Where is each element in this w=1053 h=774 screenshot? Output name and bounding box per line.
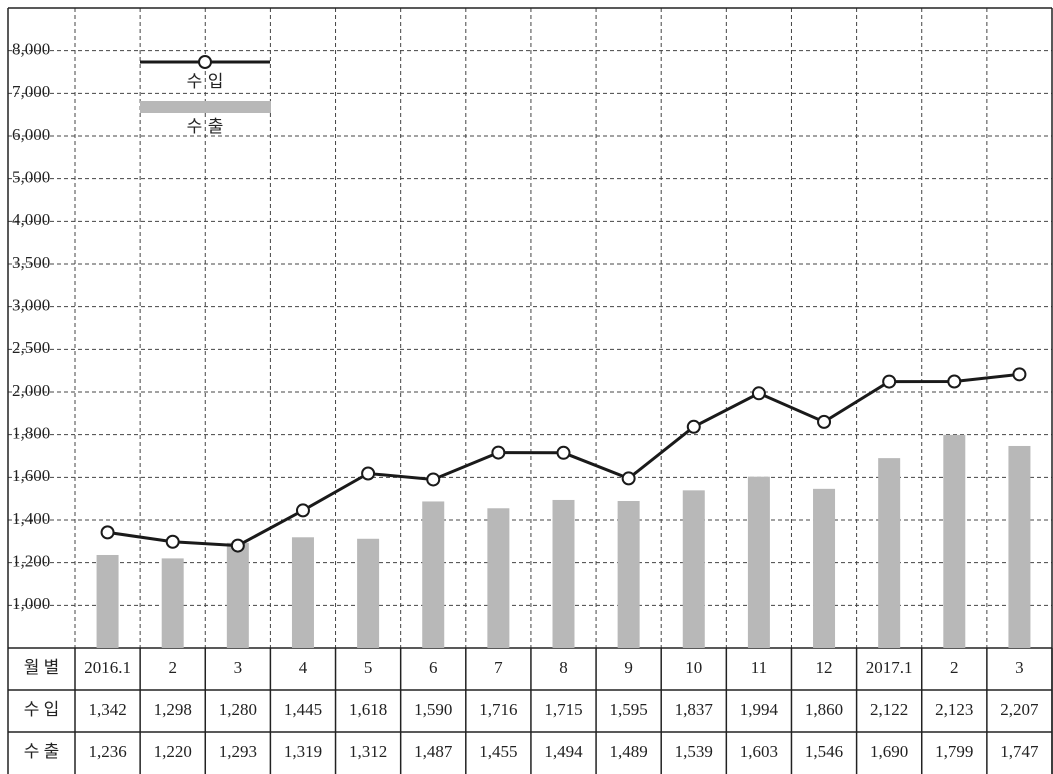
table-value: 1,546	[805, 742, 843, 761]
y-tick-label: 7,000	[12, 82, 50, 101]
x-tick-label: 6	[429, 658, 438, 677]
x-tick-label: 2016.1	[84, 658, 131, 677]
table-value: 1,603	[740, 742, 778, 761]
line-point	[230, 538, 245, 553]
bar	[1008, 445, 1031, 648]
bar	[617, 501, 640, 648]
table-value: 1,298	[154, 700, 192, 719]
line-point	[947, 374, 962, 389]
y-tick-label: 2,000	[12, 381, 50, 400]
line-point	[491, 445, 506, 460]
y-tick-label: 4,000	[12, 210, 50, 229]
table-value: 1,590	[414, 700, 452, 719]
table-value: 1,837	[675, 700, 714, 719]
table-value: 1,994	[740, 700, 779, 719]
bar	[552, 499, 575, 648]
table-value: 1,747	[1000, 742, 1039, 761]
line-point	[361, 466, 376, 481]
y-tick-label: 3,000	[12, 296, 50, 315]
bar	[878, 458, 901, 648]
bar	[682, 490, 705, 648]
x-tick-label: 11	[751, 658, 767, 677]
line-point	[556, 445, 571, 460]
table-value: 1,487	[414, 742, 453, 761]
bar	[487, 508, 510, 648]
y-tick-label: 3,500	[12, 253, 50, 272]
table-value: 1,445	[284, 700, 322, 719]
bar	[357, 538, 380, 648]
table-value: 1,312	[349, 742, 387, 761]
x-tick-label: 8	[559, 658, 568, 677]
line-point	[751, 386, 766, 401]
table-value: 1,319	[284, 742, 322, 761]
y-tick-label: 8,000	[12, 40, 50, 59]
y-tick-label: 1,400	[12, 509, 50, 528]
table-value: 1,716	[479, 700, 517, 719]
row-header: 월 별	[24, 658, 60, 677]
line-point	[165, 534, 180, 549]
y-tick-label: 1,600	[12, 466, 50, 485]
y-tick-label: 5,000	[12, 168, 50, 187]
x-tick-label: 4	[299, 658, 308, 677]
x-tick-label: 7	[494, 658, 503, 677]
table-value: 1,860	[805, 700, 843, 719]
table-value: 2,207	[1000, 700, 1039, 719]
bar	[422, 501, 445, 648]
line-point	[882, 374, 897, 389]
y-tick-label: 6,000	[12, 125, 50, 144]
bar	[813, 488, 836, 648]
table-value: 1,690	[870, 742, 908, 761]
x-tick-label: 5	[364, 658, 373, 677]
table-value: 1,539	[675, 742, 713, 761]
line-point	[686, 419, 701, 434]
table-value: 1,715	[544, 700, 582, 719]
table-value: 1,799	[935, 742, 973, 761]
table-value: 2,122	[870, 700, 908, 719]
legend-label: 수 입	[187, 72, 224, 92]
x-tick-label: 2	[950, 658, 959, 677]
table-value: 1,236	[88, 742, 126, 761]
bar	[943, 434, 966, 648]
table-value: 2,123	[935, 700, 973, 719]
x-tick-label: 2017.1	[866, 658, 913, 677]
x-tick-label: 12	[816, 658, 833, 677]
y-tick-label: 1,000	[12, 594, 50, 613]
table-value: 1,342	[88, 700, 126, 719]
x-tick-label: 10	[685, 658, 702, 677]
bar	[161, 558, 184, 648]
line-point	[621, 471, 636, 486]
table-value: 1,618	[349, 700, 387, 719]
table-value: 1,455	[479, 742, 517, 761]
line-point	[295, 503, 310, 518]
x-tick-label: 9	[624, 658, 633, 677]
x-tick-label: 2	[168, 658, 177, 677]
y-tick-label: 2,500	[12, 338, 50, 357]
table-value: 1,220	[154, 742, 192, 761]
y-tick-label: 1,800	[12, 424, 50, 443]
table-value: 1,489	[610, 742, 648, 761]
bar	[747, 476, 770, 648]
line-point	[100, 525, 115, 540]
row-header: 수 출	[24, 742, 60, 761]
table-value: 1,280	[219, 700, 257, 719]
y-tick-label: 1,200	[12, 552, 50, 571]
line-point	[426, 472, 441, 487]
x-tick-label: 3	[1015, 658, 1024, 677]
table-value: 1,595	[610, 700, 648, 719]
bar	[291, 537, 314, 648]
bar	[96, 554, 119, 648]
legend-swatch	[140, 101, 271, 113]
table-value: 1,293	[219, 742, 257, 761]
legend-label: 수 출	[187, 117, 224, 137]
legend-point	[198, 55, 212, 69]
row-header: 수 입	[24, 700, 60, 719]
table-value: 1,494	[544, 742, 583, 761]
bar	[226, 542, 249, 648]
x-tick-label: 3	[234, 658, 243, 677]
line-point	[817, 414, 832, 429]
line-point	[1012, 367, 1027, 382]
